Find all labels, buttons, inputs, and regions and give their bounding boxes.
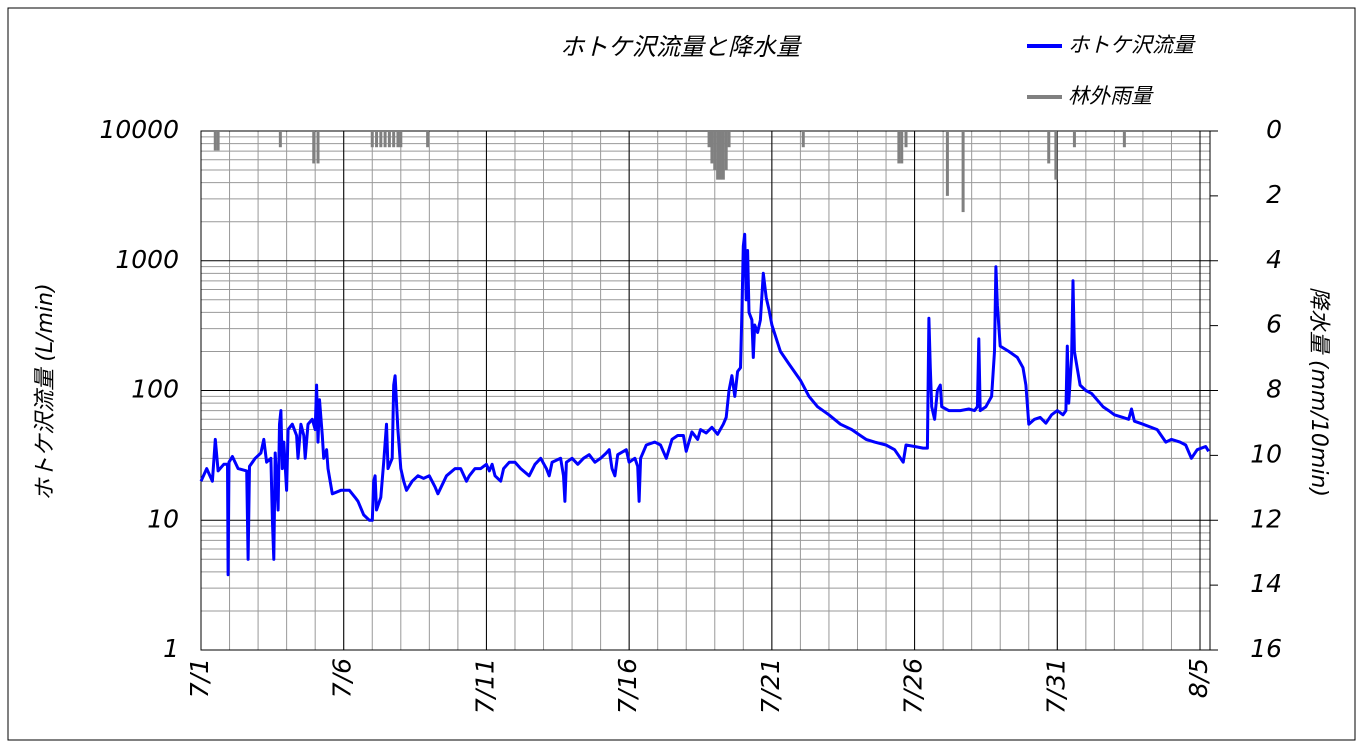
x-tick-label: 7/31 [1041,658,1070,714]
rain-bar [801,131,805,148]
rain-bar [399,131,403,148]
y2-tick-label: 14 [1250,569,1282,598]
y2-tick-label: 12 [1250,504,1282,533]
rain-bar [426,131,430,148]
x-tick-label: 7/16 [613,658,642,714]
rain-bar [1054,131,1058,180]
rain-bar [904,131,908,148]
rain-bar [316,131,320,164]
rain-bar [724,131,728,170]
y2-tick-label: 6 [1266,310,1282,339]
y-tick-label: 10 [147,504,179,533]
rain-bar [383,131,387,148]
y2-tick-label: 4 [1266,245,1282,274]
x-tick-label: 8/5 [1184,658,1213,698]
rain-bar [379,131,383,148]
rain-bar [710,131,714,164]
rain-bar [961,131,965,213]
y-tick-label: 1 [163,634,179,663]
y2-tick-label: 16 [1250,634,1282,663]
x-tick-label: 7/11 [470,658,499,714]
rain-bar [213,131,217,151]
rain-bar [716,131,720,180]
y-axis-label: ホトケ沢流量 (L/min) [33,283,58,500]
rain-bar [721,131,725,180]
y-tick-label: 100 [131,375,179,404]
rain-bar [1047,131,1051,164]
y-tick-label: 10000 [99,115,179,144]
y2-tick-label: 2 [1266,180,1282,209]
rain-bar [387,131,391,148]
rain-bar [945,131,949,196]
rain-bar [718,131,722,180]
x-tick-label: 7/26 [899,658,928,714]
rain-bar [713,131,717,170]
chart-title: ホトケ沢流量と降水量 [560,33,802,61]
y2-tick-label: 8 [1266,375,1282,404]
plot-frame [200,130,1211,651]
x-tick-label: 7/21 [756,658,785,714]
y-tick-label: 1000 [115,245,179,274]
y2-tick-label: 0 [1266,115,1282,144]
rain-bar [370,131,374,148]
rain-bar [707,131,711,148]
rain-bar [396,131,400,148]
x-tick-label: 7/6 [328,658,357,698]
y2-tick-label: 10 [1250,439,1282,468]
flow-line [199,232,1210,577]
legend-label: 林外雨量 [1068,84,1154,108]
chart-frame [7,7,1356,741]
rain-bar [278,131,282,148]
y2-axis-label: 降水量 (mm/10min) [1306,287,1331,497]
rain-bar [392,131,396,148]
rain-bar [900,131,904,164]
rain-bar [312,131,316,164]
rain-bar [1072,131,1076,148]
rain-bar [897,131,901,164]
x-tick-label: 7/1 [185,658,214,698]
rain-bar [727,131,731,148]
legend-label: ホトケ沢流量 [1068,33,1196,57]
rain-bar [1122,131,1126,148]
rain-bar [216,131,220,151]
rain-bar [375,131,379,148]
